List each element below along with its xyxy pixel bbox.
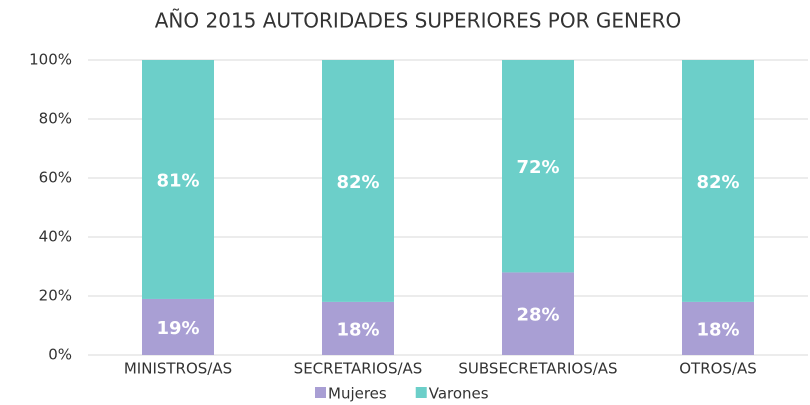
x-tick-label: OTROS/AS [679,360,757,378]
value-label: 81% [156,170,199,191]
bar-segment [682,60,754,302]
value-label: 72% [516,157,559,178]
legend-swatch [315,387,326,398]
bar-segment [682,301,754,355]
chart-title: AÑO 2015 AUTORIDADES SUPERIORES POR GENE… [155,9,681,33]
bar-segment [322,301,394,355]
value-label: 18% [336,319,379,340]
x-tick-label: MINISTROS/AS [124,360,232,378]
bar-segment [142,298,214,355]
value-label: 82% [696,172,739,193]
bar-segment [322,60,394,302]
bar-segment [502,272,574,355]
value-label: 19% [156,318,199,339]
legend-swatch [415,387,427,398]
x-tick-label: SECRETARIOS/AS [294,360,423,378]
bar-segment [142,60,214,299]
y-tick-label: 100% [29,51,72,69]
value-label: 28% [516,305,559,326]
y-tick-label: 80% [39,110,72,128]
legend-label: Mujeres [328,385,387,403]
bar-segment [502,60,574,273]
y-tick-label: 0% [48,346,72,364]
value-label: 82% [336,172,379,193]
value-label: 18% [696,319,739,340]
y-tick-label: 20% [39,287,72,305]
legend-label: Varones [429,385,489,403]
y-tick-label: 40% [39,228,72,246]
x-tick-label: SUBSECRETARIOS/AS [458,360,617,378]
y-tick-label: 60% [39,169,72,187]
